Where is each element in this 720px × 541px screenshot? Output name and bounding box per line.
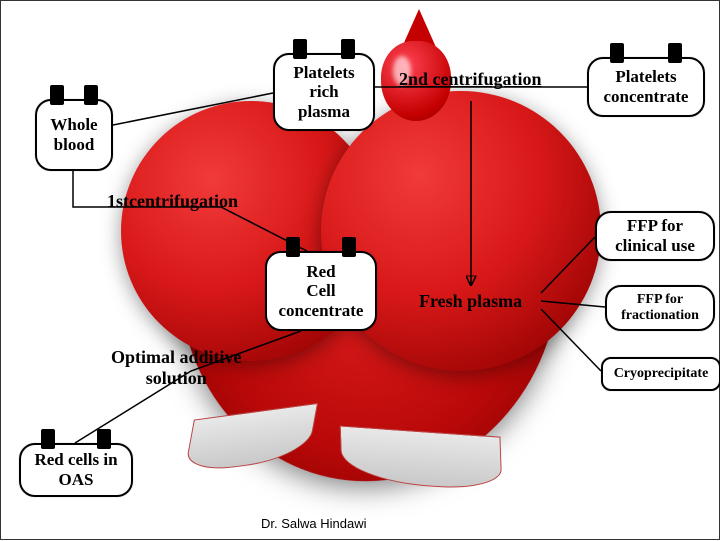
- node-red-cells-oas: Red cells inOAS: [19, 443, 133, 497]
- node-platelet-rich-plasma: Plateletsrichplasma: [273, 53, 375, 131]
- node-label: FFP forclinical use: [615, 216, 695, 255]
- node-label: FFP forfractionation: [621, 292, 699, 324]
- label-optimal-additive-solution: Optimal additivesolution: [111, 347, 242, 389]
- node-label: Red cells inOAS: [34, 450, 117, 489]
- diagram-canvas: Wholeblood Plateletsrichplasma Platelets…: [1, 1, 719, 539]
- node-whole-blood: Wholeblood: [35, 99, 113, 171]
- node-platelets-concentrate: Plateletsconcentrate: [587, 57, 705, 117]
- label-1st-centrifugation: 1stcentrifugation: [107, 191, 238, 212]
- node-label: Plateletsrichplasma: [293, 63, 354, 122]
- node-label: RedCellconcentrate: [279, 262, 364, 321]
- label-fresh-plasma: Fresh plasma: [419, 291, 522, 312]
- node-red-cell-concentrate: RedCellconcentrate: [265, 251, 377, 331]
- footer-author: Dr. Salwa Hindawi: [261, 516, 367, 531]
- node-label: Wholeblood: [50, 115, 97, 154]
- node-ffp-fractionation: FFP forfractionation: [605, 285, 715, 331]
- node-ffp-clinical: FFP forclinical use: [595, 211, 715, 261]
- label-2nd-centrifugation: 2nd centrifugation: [399, 69, 542, 90]
- node-cryoprecipitate: Cryoprecipitate: [601, 357, 720, 391]
- node-label: Cryoprecipitate: [614, 366, 709, 382]
- node-label: Plateletsconcentrate: [604, 67, 689, 106]
